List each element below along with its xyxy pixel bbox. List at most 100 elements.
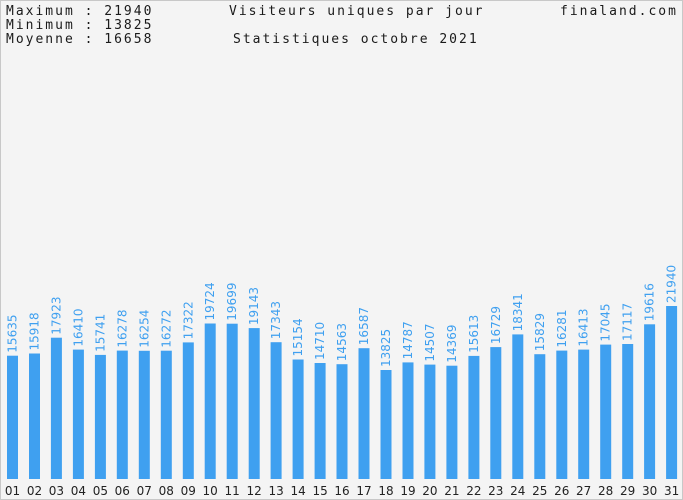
bar-07	[138, 350, 150, 479]
bar-17	[358, 348, 370, 479]
day-label-12: 12	[247, 484, 262, 498]
value-label-19: 14787	[401, 321, 415, 359]
day-label-27: 27	[576, 484, 591, 498]
value-label-12: 19143	[247, 287, 261, 325]
value-label-07: 16254	[137, 310, 151, 348]
day-label-16: 16	[334, 484, 349, 498]
chart-subtitle: Statistiques octobre 2021	[233, 32, 479, 47]
value-label-13: 17343	[269, 301, 283, 339]
bar-09	[182, 342, 194, 479]
day-label-29: 29	[620, 484, 635, 498]
value-label-27: 16413	[577, 308, 591, 346]
bar-12	[248, 328, 260, 479]
value-label-31: 21940	[665, 265, 679, 303]
bar-01	[7, 355, 18, 479]
day-label-10: 10	[203, 484, 218, 498]
day-label-18: 18	[378, 484, 393, 498]
day-label-07: 07	[137, 484, 152, 498]
day-label-28: 28	[598, 484, 613, 498]
value-label-09: 17322	[181, 301, 195, 339]
value-label-24: 18341	[511, 293, 525, 331]
bar-29	[622, 344, 634, 479]
bar-28	[600, 344, 612, 479]
bar-24	[512, 334, 524, 479]
value-label-22: 15613	[467, 315, 481, 353]
value-label-18: 13825	[379, 329, 393, 367]
day-label-31: 31	[664, 484, 679, 498]
day-label-26: 26	[554, 484, 569, 498]
day-label-11: 11	[225, 484, 240, 498]
bar-05	[94, 354, 106, 479]
bar-18	[380, 370, 392, 479]
value-label-17: 16587	[357, 307, 371, 345]
day-label-24: 24	[510, 484, 525, 498]
day-label-22: 22	[466, 484, 481, 498]
bar-27	[578, 349, 590, 479]
day-label-15: 15	[312, 484, 327, 498]
value-label-26: 16281	[555, 309, 569, 347]
day-label-09: 09	[181, 484, 196, 498]
value-label-10: 19724	[203, 282, 217, 320]
day-label-17: 17	[356, 484, 371, 498]
day-label-03: 03	[49, 484, 64, 498]
day-label-14: 14	[290, 484, 305, 498]
minimum-stat: Minimum : 13825	[6, 18, 154, 33]
average-stat: Moyenne : 16658	[6, 32, 154, 47]
bar-22	[468, 355, 480, 479]
day-label-01: 01	[5, 484, 20, 498]
day-label-20: 20	[422, 484, 437, 498]
value-label-20: 14507	[423, 323, 437, 361]
value-label-29: 17117	[621, 303, 635, 341]
bar-14	[292, 359, 304, 479]
value-label-16: 14563	[335, 323, 349, 361]
bar-20	[424, 364, 436, 479]
bar-04	[72, 349, 84, 479]
value-label-25: 15829	[533, 313, 547, 351]
bar-08	[160, 350, 172, 479]
value-label-23: 16729	[489, 306, 503, 344]
day-label-05: 05	[93, 484, 108, 498]
day-label-06: 06	[115, 484, 130, 498]
bar-26	[556, 350, 568, 479]
value-label-21: 14369	[445, 325, 459, 363]
value-label-14: 15154	[291, 318, 305, 356]
bar-15	[314, 363, 326, 479]
bar-21	[446, 365, 458, 479]
value-label-15: 14710	[313, 322, 327, 360]
value-label-03: 17923	[49, 297, 63, 335]
bar-30	[644, 324, 656, 479]
day-label-13: 13	[268, 484, 283, 498]
bar-11	[226, 323, 238, 479]
day-label-23: 23	[488, 484, 503, 498]
bar-06	[116, 350, 128, 479]
maximum-stat: Maximum : 21940	[6, 4, 154, 19]
bar-16	[336, 364, 348, 479]
value-label-01: 15635	[6, 315, 20, 353]
day-label-30: 30	[642, 484, 657, 498]
day-label-25: 25	[532, 484, 547, 498]
day-label-21: 21	[444, 484, 459, 498]
value-label-28: 17045	[599, 303, 613, 341]
day-label-04: 04	[71, 484, 86, 498]
day-label-02: 02	[27, 484, 42, 498]
day-label-19: 19	[400, 484, 415, 498]
bar-23	[490, 347, 502, 479]
bar-10	[204, 323, 216, 479]
site-name: finaland.com	[560, 4, 678, 19]
chart-title: Visiteurs uniques par jour	[229, 4, 485, 19]
value-label-30: 19616	[643, 283, 657, 321]
value-label-06: 16278	[115, 309, 129, 347]
value-label-11: 19699	[225, 283, 239, 321]
value-label-08: 16272	[159, 310, 173, 348]
bar-03	[50, 337, 62, 479]
value-label-05: 15741	[93, 314, 107, 352]
bar-02	[29, 353, 40, 479]
bar-19	[402, 362, 414, 479]
value-label-02: 15918	[28, 312, 42, 350]
bar-25	[534, 354, 546, 479]
bar-13	[270, 342, 282, 479]
value-label-04: 16410	[71, 308, 85, 346]
bar-31	[666, 306, 678, 479]
